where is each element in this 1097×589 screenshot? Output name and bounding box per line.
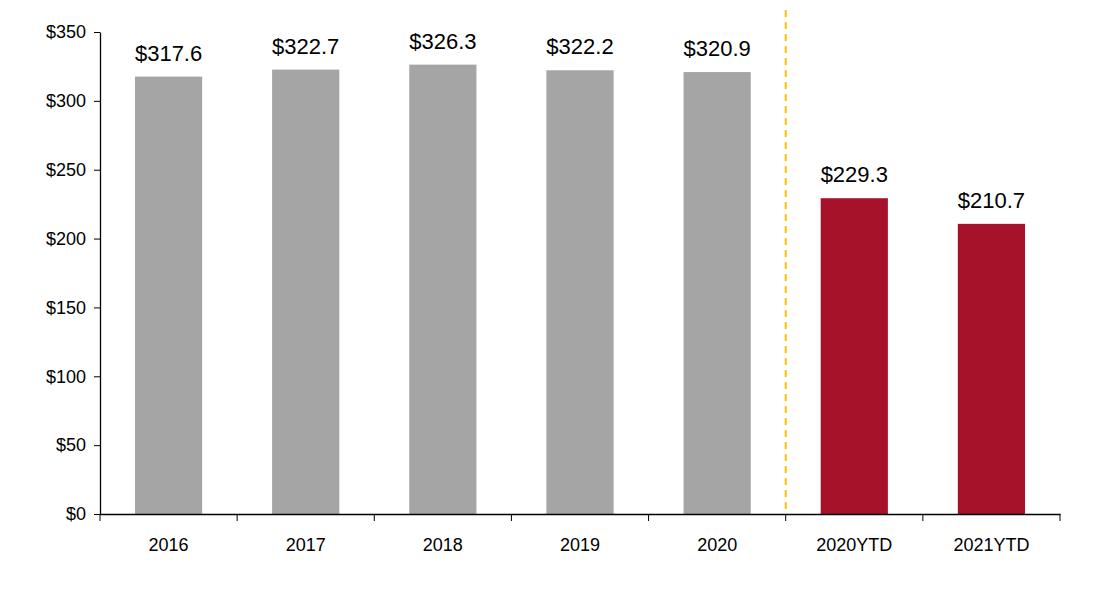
x-divider — [648, 514, 649, 521]
x-divider — [237, 514, 238, 521]
y-tick-label: $100 — [46, 367, 86, 387]
x-tick-label: 2020 — [697, 535, 737, 555]
y-tick: $150 — [46, 298, 100, 318]
x-tick-label: 2017 — [286, 535, 326, 555]
y-tick-mark — [94, 32, 100, 33]
bar — [958, 224, 1025, 514]
bar — [135, 77, 202, 514]
x-tick: 2017 — [286, 514, 326, 555]
bars — [135, 65, 1025, 514]
y-tick: $0 — [66, 504, 100, 524]
y-tick-mark — [94, 307, 100, 308]
y-tick-label: $250 — [46, 160, 86, 180]
y-tick-mark — [94, 514, 100, 515]
x-tick: 2019 — [560, 514, 600, 555]
data-label: $229.3 — [821, 162, 888, 187]
y-tick: $350 — [46, 22, 100, 42]
data-label: $320.9 — [683, 36, 750, 61]
x-divider — [100, 514, 101, 521]
y-tick: $250 — [46, 160, 100, 180]
y-axis-line — [100, 33, 101, 515]
x-axis-line — [101, 514, 1061, 515]
x-tick: 2020 — [697, 514, 737, 555]
y-tick-label: $350 — [46, 22, 86, 42]
y-tick: $100 — [46, 367, 100, 387]
y-tick-label: $300 — [46, 91, 86, 111]
y-tick-mark — [94, 101, 100, 102]
y-tick-label: $0 — [66, 504, 86, 524]
x-tick: 2018 — [423, 514, 463, 555]
x-divider — [785, 514, 786, 521]
x-divider — [511, 514, 512, 521]
bar — [821, 198, 888, 514]
y-tick: $50 — [56, 435, 100, 455]
x-tick-label: 2018 — [423, 535, 463, 555]
x-tick: 2016 — [149, 514, 189, 555]
data-label: $322.2 — [546, 34, 613, 59]
bar — [546, 70, 613, 514]
x-axis: 2016 2017 2018 2019 2020 2020YTD 2021YTD — [100, 514, 1061, 555]
plot: $0$50$100$150$200$250$300$35020162017201… — [46, 10, 1061, 555]
x-tick: 2021YTD — [953, 514, 1029, 555]
bar — [409, 65, 476, 514]
x-tick-label: 2021YTD — [953, 535, 1029, 555]
x-divider — [922, 514, 923, 521]
separator — [785, 10, 787, 514]
x-divider — [374, 514, 375, 521]
data-label: $317.6 — [135, 41, 202, 66]
y-tick-label: $150 — [46, 298, 86, 318]
y-tick-mark — [94, 170, 100, 171]
y-tick-label: $200 — [46, 229, 86, 249]
y-tick-label: $50 — [56, 435, 86, 455]
chart: $0$50$100$150$200$250$300$35020162017201… — [0, 0, 1097, 589]
bar — [684, 72, 751, 514]
y-tick-mark — [94, 239, 100, 240]
y-axis: $0 $50 $100 $150 $200 $250 $300 $350 — [46, 22, 101, 524]
y-tick-mark — [94, 445, 100, 446]
y-tick-mark — [94, 376, 100, 377]
x-tick-label: 2020YTD — [816, 535, 892, 555]
data-labels: $317.6 $322.7 $326.3 $322.2 $320.9 $229.3 $210… — [135, 29, 1025, 213]
bar — [272, 70, 339, 514]
data-label: $210.7 — [958, 188, 1025, 213]
data-label: $322.7 — [272, 34, 339, 59]
y-tick: $300 — [46, 91, 100, 111]
x-tick: 2020YTD — [816, 514, 892, 555]
x-tick-label: 2016 — [149, 535, 189, 555]
y-tick: $200 — [46, 229, 100, 249]
data-label: $326.3 — [409, 29, 476, 54]
x-tick-label: 2019 — [560, 535, 600, 555]
x-divider — [1060, 514, 1061, 521]
